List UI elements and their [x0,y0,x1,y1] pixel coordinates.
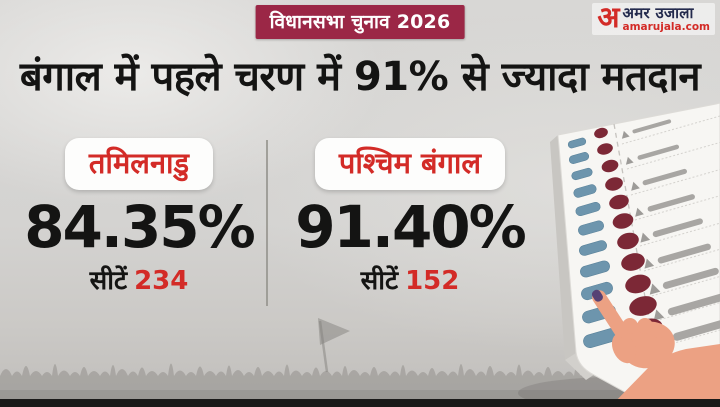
seats-label: सीटें [360,265,399,296]
amar-ujala-logo: अ अमर उजाला amarujala.com [592,3,715,35]
bottom-strip [0,399,720,407]
crowd-silhouette [0,318,720,407]
seats-value: 234 [134,265,189,296]
state-pill: पश्चिम बंगाल [314,138,506,190]
seats-line: सीटें 152 [284,261,536,297]
logo-domain: amarujala.com [622,21,710,33]
state-pill: तमिलनाडु [64,138,214,190]
crowd-flag-icon [318,318,350,345]
evm-machine-illustration [518,102,720,407]
evm-led-buttons [594,127,663,340]
logo-name: अमर उजाला [622,4,694,22]
panel-divider [266,140,268,306]
evm-vote-buttons [567,137,619,348]
seats-label: सीटें [89,265,128,296]
ballot-symbol-triangles [621,130,681,399]
turnout-value: 91.40% [295,193,527,261]
amar-ujala-logo-icon: अ [597,0,620,34]
stat-panel-tamil-nadu: तमिलनाडु 84.35% सीटें 234 [18,138,260,297]
seats-line: सीटें 234 [18,261,260,297]
headline: बंगाल में पहले चरण में 91% से ज्यादा मतद… [19,54,701,100]
inked-fingernail [591,289,603,302]
voter-hand-pressing-button [591,289,720,407]
election-badge: विधानसभा चुनाव 2026 [255,5,465,39]
seats-value: 152 [405,265,460,296]
stat-panel-west-bengal: पश्चिम बंगाल 91.40% सीटें 152 [284,138,536,297]
ballot-name-bars [632,119,720,393]
turnout-value: 84.35% [24,193,256,261]
